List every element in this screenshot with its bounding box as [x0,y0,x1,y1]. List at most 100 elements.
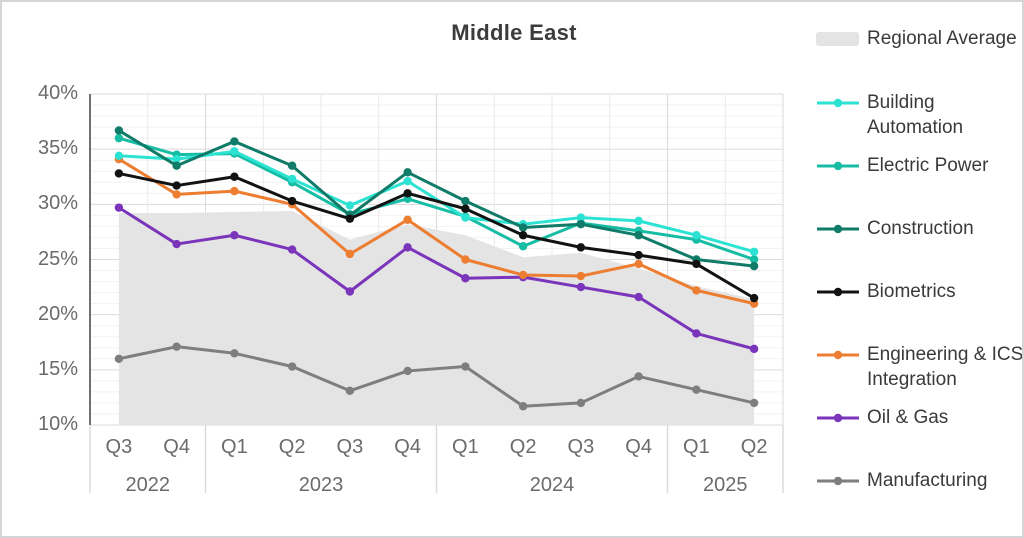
x-quarter-label: Q1 [452,436,479,458]
data-point-manufacturing [518,402,528,411]
x-year-label: 2024 [529,474,575,496]
data-point-biometrics [345,214,355,223]
data-point-engineering-ics-integration [692,286,701,295]
legend-item-manufacturing: Manufacturing [815,468,1022,493]
data-point-manufacturing [172,342,181,351]
data-point-manufacturing [576,398,586,408]
data-point-manufacturing [403,366,412,376]
legend-item-oil-gas: Oil & Gas [815,405,1022,430]
legend-item-engineering-ics-integration: Engineering & ICS Integration [815,342,1022,392]
series-line-manufacturing [118,345,755,408]
x-quarter-label: Q2 [278,436,306,458]
data-point-engineering-ics-integration [230,186,239,196]
data-point-construction [749,261,759,271]
x-quarter-label: Q1 [683,436,710,458]
line-swatch [817,413,859,423]
series-line-construction [118,129,755,268]
data-point-building-automation [634,216,643,226]
data-point-biometrics [287,196,297,206]
data-point-construction [287,161,297,170]
regional-average-area [118,210,755,425]
data-point-manufacturing [345,386,355,395]
data-point-oil-gas [114,203,124,212]
legend-label: Construction [867,218,974,239]
data-point-oil-gas [634,292,643,302]
data-point-engineering-ics-integration [634,259,643,269]
legend-item-biometrics: Biometrics [815,279,1022,304]
data-point-electric-power [518,242,528,251]
y-tick-label: 20% [37,302,78,325]
data-point-manufacturing [692,385,701,394]
data-point-engineering-ics-integration [518,270,528,280]
data-point-engineering-ics-integration [172,190,181,199]
legend: Regional Average Building Automation Ele… [815,2,1022,536]
x-quarter-label: Q4 [163,436,190,458]
series-line-engineering-ics-integration [118,157,755,306]
x-quarter-label: Q4 [625,436,652,458]
data-point-oil-gas [345,287,355,296]
data-point-building-automation [749,247,759,256]
data-point-building-automation [345,201,355,210]
legend-label: Biometrics [867,281,956,302]
data-point-oil-gas [576,282,586,292]
x-quarter-label: Q2 [509,436,537,458]
data-point-engineering-ics-integration [461,255,470,264]
chart-title: Middle East [451,20,577,45]
data-point-electric-power [749,255,759,264]
data-point-construction [518,223,528,232]
data-point-manufacturing [634,372,643,381]
line-swatch [817,161,859,171]
x-quarter-label: Q3 [336,436,364,458]
x-quarter-label: Q3 [567,436,595,458]
data-point-building-automation [461,213,470,222]
legend-label: Manufacturing [867,470,988,491]
legend-label: Electric Power [867,155,989,176]
data-point-oil-gas [403,243,412,252]
data-point-construction [403,168,412,177]
legend-item-regional-average: Regional Average [815,26,1022,51]
y-tick-label: 10% [37,413,78,435]
data-point-construction [634,231,643,240]
data-point-oil-gas [461,274,470,283]
data-point-construction [576,219,586,229]
y-tick-label: 15% [37,357,78,380]
legend-item-electric-power: Electric Power [815,153,1022,178]
data-point-oil-gas [749,344,759,354]
legend-label: Building Automation [867,92,964,138]
data-point-oil-gas [287,245,297,254]
data-point-biometrics [403,189,412,198]
line-swatch [817,476,859,486]
y-tick-label: 40% [37,82,78,104]
data-point-building-automation [692,231,701,240]
legend-label: Oil & Gas [867,407,949,428]
data-point-oil-gas [230,231,239,240]
line-swatch [817,98,859,108]
y-tick-label: 30% [37,192,78,215]
x-year-label: 2023 [298,474,344,496]
data-point-manufacturing [287,362,297,371]
x-year-label: 2022 [125,474,171,496]
x-year-label: 2025 [703,474,748,496]
x-quarter-label: Q4 [394,436,421,458]
legend-label: Regional Average [867,28,1017,49]
y-tick-label: 35% [37,137,78,160]
x-quarter-label: Q3 [105,436,133,458]
y-tick-label: 25% [37,247,78,270]
data-point-construction [461,196,470,206]
data-point-biometrics [692,259,701,269]
area-swatch [816,32,859,46]
series-line-building-automation [118,149,755,254]
data-point-building-automation [287,174,297,184]
data-point-biometrics [634,250,643,260]
x-quarter-label: Q1 [221,436,248,458]
data-point-engineering-ics-integration [403,215,412,224]
data-point-oil-gas [692,329,701,338]
data-point-manufacturing [461,362,470,371]
series-line-biometrics [118,171,755,300]
data-point-manufacturing [230,349,239,358]
data-point-biometrics [230,172,239,181]
data-point-biometrics [518,231,528,240]
data-point-building-automation [576,213,586,222]
